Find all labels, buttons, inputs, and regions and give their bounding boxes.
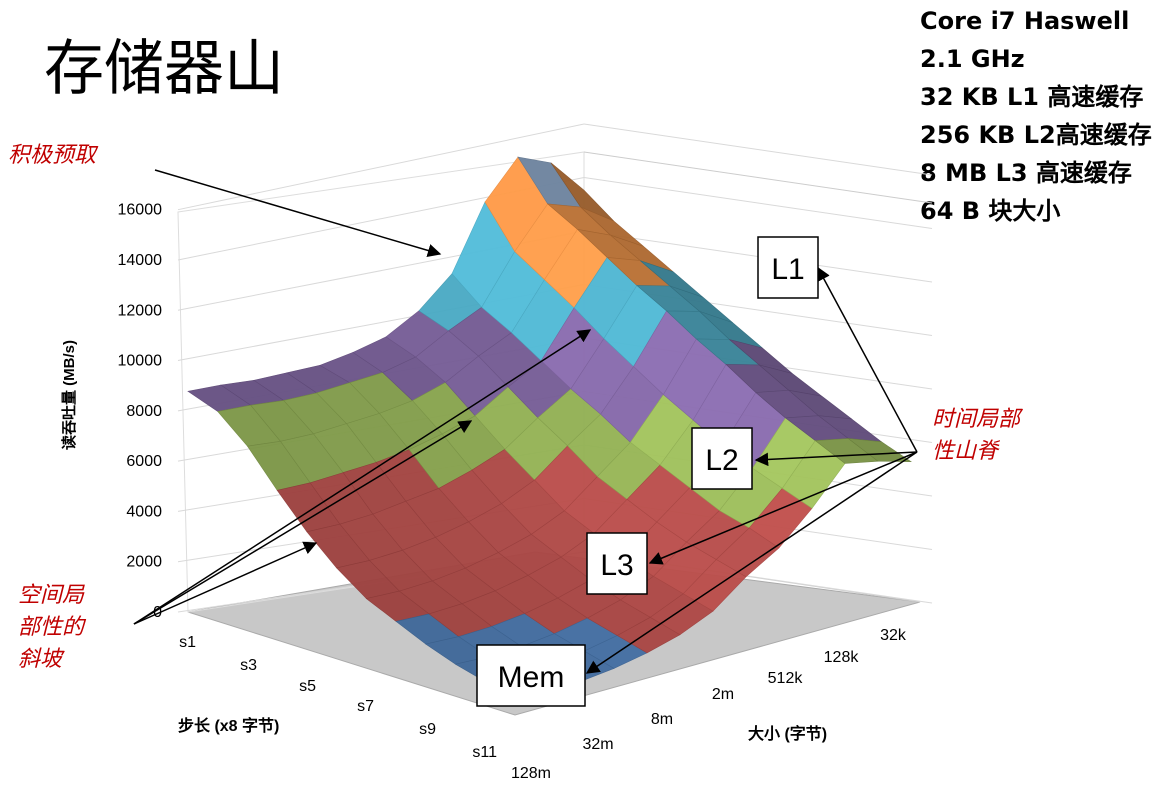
arrow-temporal	[648, 451, 918, 565]
size-tick-label: 32m	[582, 736, 613, 753]
z-tick-label: 2000	[126, 554, 162, 571]
z-tick-label: 14000	[118, 252, 163, 269]
region-label-text: L2	[705, 444, 738, 477]
arrow-temporal	[817, 266, 918, 453]
size-axis-label: 大小 (字节)	[748, 724, 827, 743]
region-label-l3: L3	[586, 532, 648, 595]
z-tick-label: 16000	[118, 202, 163, 219]
z-tick-label: 4000	[126, 503, 162, 520]
arrow-spatial	[133, 329, 592, 625]
spec-line: 64 B 块大小	[920, 197, 1061, 225]
z-gridline	[583, 123, 933, 176]
annotation-arrows	[133, 169, 918, 674]
chart-back-wall-edge	[583, 151, 933, 204]
stride-tick-labels: s1 s3 s5 s7 s9 s11	[179, 634, 497, 761]
spec-line: Core i7 Haswell	[920, 7, 1130, 35]
region-label-text: Mem	[498, 661, 565, 694]
cpu-specs: Core i7 Haswell 2.1 GHz 32 KB L1 高速缓存 25…	[920, 2, 1152, 230]
annotation-line: 部性的	[18, 615, 85, 640]
z-tick-label: 6000	[126, 453, 162, 470]
stride-tick-label: s3	[240, 657, 257, 674]
region-label-mem: Mem	[476, 644, 586, 707]
z-tick-label: 8000	[126, 403, 162, 420]
stride-tick-label: s11	[472, 744, 497, 761]
stride-tick-label: s5	[299, 678, 316, 695]
page-title: 存储器山	[44, 34, 284, 104]
spec-line: 2.1 GHz	[920, 45, 1025, 73]
annotation-line: 时间局部	[932, 407, 1021, 432]
annotation-line: 性山脊	[932, 439, 999, 464]
spec-line: 256 KB L2高速缓存	[920, 121, 1152, 149]
size-tick-label: 512k	[768, 670, 804, 687]
annotation-spatial-locality: 空间局 部性的 斜坡	[18, 580, 84, 676]
spec-line: 32 KB L1 高速缓存	[920, 83, 1144, 111]
arrow-temporal	[585, 451, 918, 674]
size-tick-label: 128k	[824, 649, 860, 666]
annotation-prefetch: 积极预取	[8, 143, 97, 168]
size-tick-label: 8m	[651, 711, 673, 728]
spec-line: 8 MB L3 高速缓存	[920, 159, 1132, 187]
region-label-l2: L2	[691, 427, 753, 490]
arrow-spatial	[133, 420, 473, 625]
annotation-line: 空间局	[18, 583, 85, 608]
stride-tick-label: s9	[419, 721, 436, 738]
z-tick-label: 0	[153, 604, 162, 621]
size-tick-label: 32k	[880, 627, 907, 644]
arrow-temporal	[754, 451, 918, 467]
region-label-text: L1	[771, 253, 804, 286]
arrow-prefetch	[154, 169, 442, 258]
z-axis-label: 读吞吐量 (MB/s)	[60, 340, 78, 450]
z-gridline	[583, 177, 933, 229]
region-label-l1: L1	[757, 236, 819, 299]
annotation-temporal-locality: 时间局部 性山脊	[932, 404, 1020, 468]
size-tick-label: 128m	[511, 765, 551, 782]
stride-tick-label: s1	[179, 634, 196, 651]
z-tick-label: 12000	[118, 302, 163, 319]
z-gridline	[177, 123, 585, 211]
z-tick-labels: 0 2000 4000 6000 8000 10000 12000 14000 16000	[118, 202, 163, 621]
size-tick-labels: 128m 32m 8m 2m 512k 128k 32k	[511, 627, 907, 782]
surface-cell	[847, 438, 913, 463]
region-label-text: L3	[600, 549, 633, 582]
stride-axis-label: 步长 (x8 字节)	[178, 716, 279, 735]
arrow-spatial	[133, 541, 318, 625]
annotation-line: 斜坡	[18, 647, 63, 672]
size-tick-label: 2m	[712, 686, 734, 703]
z-tick-label: 10000	[118, 353, 163, 370]
stride-tick-label: s7	[357, 698, 374, 715]
